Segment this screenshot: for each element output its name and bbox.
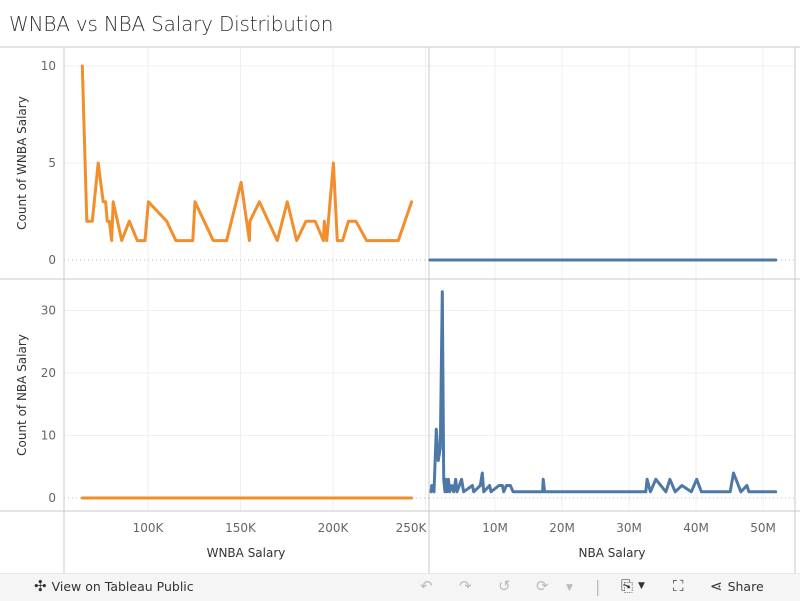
series-line-top-left xyxy=(80,64,414,243)
view-on-tableau-label: View on Tableau Public xyxy=(51,579,194,594)
x-tick-label-nba: 10M xyxy=(482,521,508,535)
download-icon[interactable]: ⎘ ▼ xyxy=(621,577,645,595)
x-axis-title-nba: NBA Salary xyxy=(579,546,646,560)
view-on-tableau-public-link[interactable]: ✣ View on Tableau Public xyxy=(34,577,194,595)
fullscreen-icon[interactable]: ⛶ xyxy=(673,577,684,595)
x-tick-label-nba: 30M xyxy=(616,521,642,535)
chart-title: WNBA vs NBA Salary Distribution xyxy=(9,12,334,36)
y-tick-label-bottom: 10 xyxy=(41,429,56,443)
y-tick-label-top: 0 xyxy=(48,253,56,267)
revert-icon[interactable]: ↺ xyxy=(498,577,511,595)
x-tick-label-nba: 20M xyxy=(549,521,575,535)
y-axis-title-nba: Count of NBA Salary xyxy=(15,334,29,456)
toolbar-divider: | xyxy=(595,577,601,596)
y-tick-label-bottom: 0 xyxy=(48,491,56,505)
chart-area: 0 5 10 0 10 20 30 100K 150K 200K 250K 10M 20M 30M 40M 5… xyxy=(0,46,800,573)
share-button[interactable]: ⋖ Share xyxy=(710,577,764,595)
x-tick-label-wnba: 150K xyxy=(225,521,257,535)
x-tick-label-nba: 40M xyxy=(683,521,709,535)
x-tick-label-wnba: 100K xyxy=(133,521,165,535)
undo-icon[interactable]: ↶ xyxy=(420,577,433,595)
y-axis-title-wnba: Count of WNBA Salary xyxy=(15,96,29,230)
y-tick-label-bottom: 20 xyxy=(41,366,56,380)
y-tick-label-bottom: 30 xyxy=(41,304,56,318)
x-tick-label-wnba: 250K xyxy=(396,521,428,535)
y-tick-label-top: 10 xyxy=(41,59,56,73)
x-axis-title-wnba: WNBA Salary xyxy=(207,546,286,560)
refresh-icon[interactable]: ⟳ xyxy=(536,577,549,595)
tableau-logo-icon: ✣ xyxy=(34,577,47,595)
redo-icon[interactable]: ↷ xyxy=(459,577,472,595)
share-label: Share xyxy=(727,579,764,594)
x-tick-label-wnba: 200K xyxy=(318,521,350,535)
toolbar: ✣ View on Tableau Public ↶ ↷ ↺ ⟳ ▼ | ⎘ ▼ … xyxy=(0,573,800,601)
x-tick-label-nba: 50M xyxy=(750,521,776,535)
series-line-bottom-right xyxy=(429,290,778,494)
refresh-dropdown-icon[interactable]: ▼ xyxy=(566,583,573,593)
y-tick-label-top: 5 xyxy=(48,156,56,170)
share-icon: ⋖ xyxy=(710,577,723,595)
